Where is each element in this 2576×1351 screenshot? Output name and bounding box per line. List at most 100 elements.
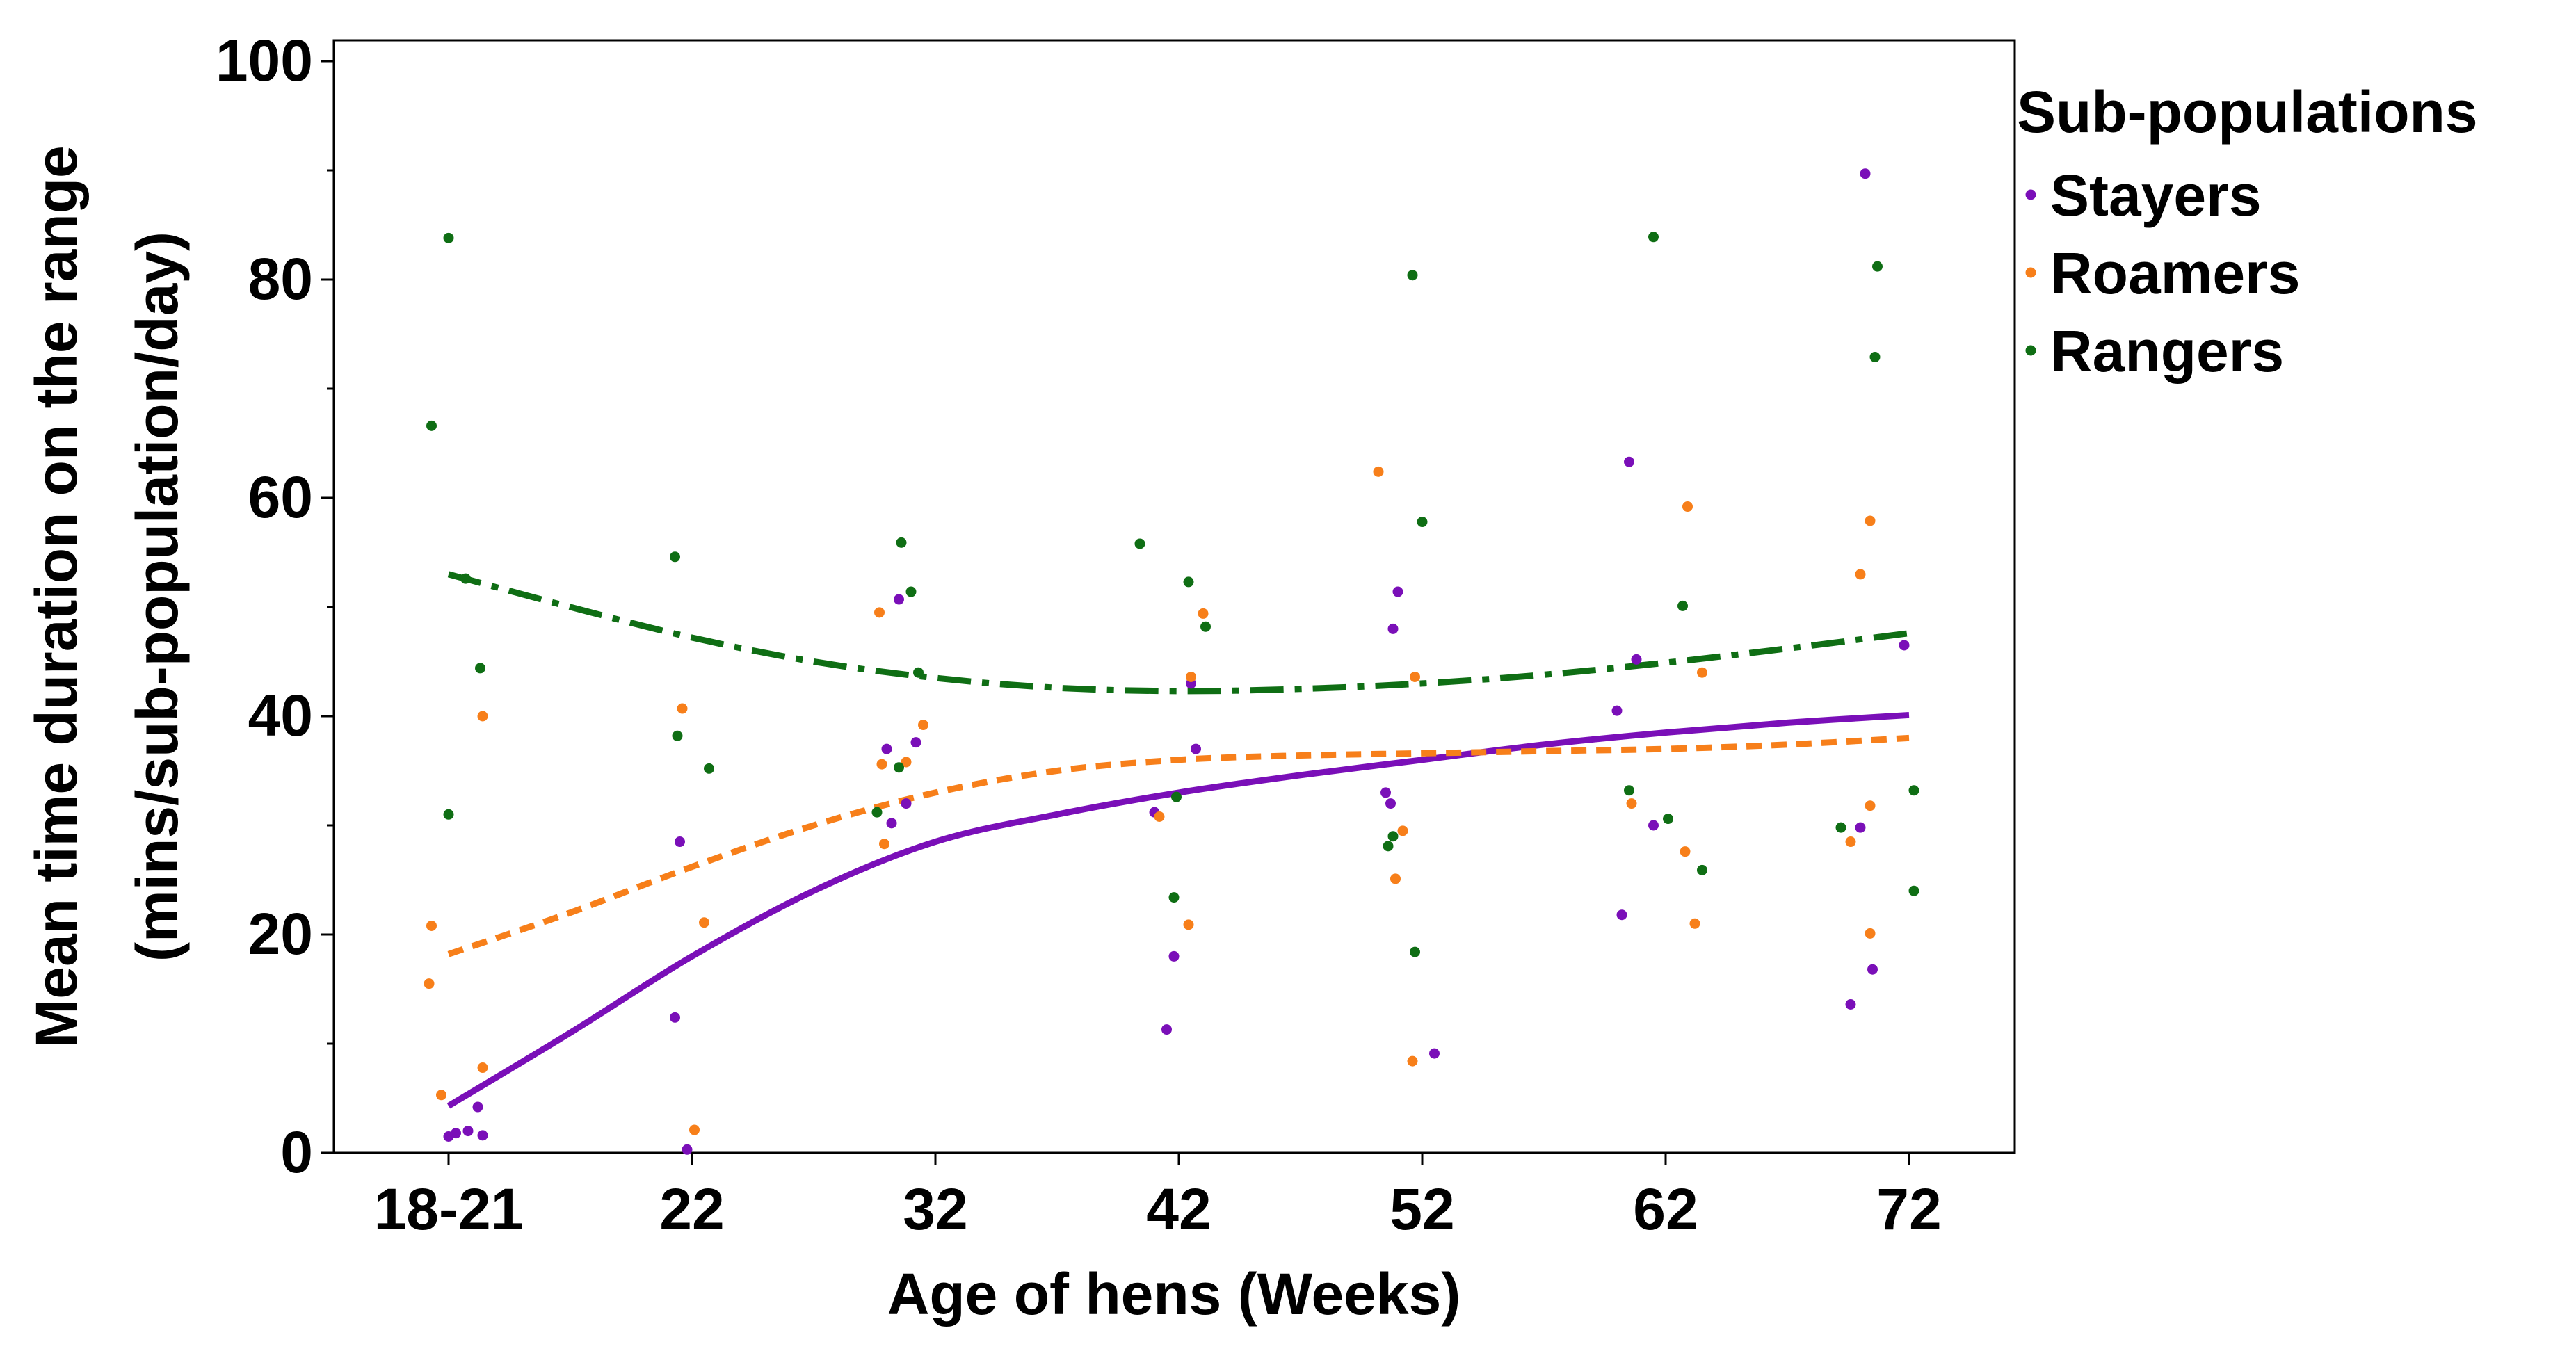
point-stayers	[1385, 798, 1396, 809]
point-rangers	[672, 730, 683, 741]
x-tick-label: 32	[903, 1176, 967, 1242]
point-stayers	[901, 798, 912, 809]
point-stayers	[670, 1012, 680, 1023]
point-rangers	[1648, 232, 1659, 243]
point-roamers	[1410, 671, 1420, 682]
point-rangers	[475, 663, 485, 674]
point-roamers	[1697, 667, 1707, 678]
legend-marker-roamers	[2025, 267, 2036, 278]
point-stayers	[1161, 1024, 1172, 1035]
x-tick-label: 22	[659, 1176, 724, 1242]
point-roamers	[1183, 919, 1194, 930]
point-roamers	[876, 759, 887, 770]
trend-lines	[446, 571, 1910, 1109]
point-rangers	[1183, 576, 1194, 588]
point-roamers	[874, 607, 885, 618]
y-tick-label: 100	[216, 28, 313, 93]
data-points	[424, 168, 1919, 1155]
point-rangers	[1872, 261, 1883, 272]
y-tick-label: 80	[248, 246, 313, 312]
point-stayers	[1899, 640, 1910, 651]
y-axis: 0 20 40 60 80 100	[216, 28, 334, 1185]
point-rangers	[460, 573, 471, 584]
point-rangers	[894, 762, 904, 773]
point-roamers	[689, 1124, 700, 1135]
x-tick-label: 72	[1876, 1176, 1941, 1242]
point-roamers	[1626, 798, 1637, 809]
point-roamers	[1865, 928, 1876, 939]
x-tick-label: 52	[1390, 1176, 1454, 1242]
point-rangers	[1134, 538, 1145, 549]
point-stayers	[472, 1101, 483, 1113]
point-roamers	[477, 1062, 488, 1074]
plot-frame	[332, 39, 2016, 1154]
y-tick-label: 60	[248, 464, 313, 530]
legend-label-rangers: Rangers	[2050, 318, 2284, 384]
point-stayers	[894, 594, 904, 605]
y-axis-title-line2: (mins/sub-population/day)	[124, 232, 190, 962]
point-rangers	[1677, 600, 1688, 611]
point-roamers	[677, 703, 688, 714]
point-roamers	[1397, 825, 1408, 836]
point-roamers	[1845, 836, 1856, 848]
point-rangers	[670, 551, 680, 563]
point-stayers	[1168, 950, 1180, 962]
point-roamers	[424, 978, 435, 989]
point-rangers	[1200, 621, 1211, 632]
point-roamers	[1390, 873, 1401, 884]
point-stayers	[1191, 743, 1201, 754]
point-stayers	[675, 836, 685, 848]
point-roamers	[1407, 1055, 1418, 1067]
point-stayers	[1392, 586, 1403, 597]
point-roamers	[1865, 800, 1876, 811]
point-rangers	[426, 420, 437, 431]
point-stayers	[1380, 787, 1391, 798]
point-stayers	[1845, 998, 1856, 1010]
x-tick-label: 18-21	[374, 1176, 524, 1242]
point-stayers	[1631, 654, 1642, 665]
point-rangers	[1417, 517, 1428, 528]
y-tick-label: 20	[248, 901, 313, 966]
point-roamers	[879, 839, 889, 850]
point-stayers	[1867, 964, 1878, 975]
point-roamers	[1373, 466, 1384, 477]
trend-line-roamers	[447, 734, 1910, 957]
y-tick-label: 40	[248, 683, 313, 748]
point-rangers	[704, 763, 714, 774]
point-stayers	[477, 1130, 488, 1141]
trend-line-rangers	[447, 571, 1910, 695]
point-stayers	[1624, 456, 1634, 467]
point-rangers	[1168, 892, 1180, 903]
legend: Sub-populations Stayers Roamers Rangers	[2017, 79, 2478, 384]
point-rangers	[1171, 791, 1182, 802]
point-roamers	[477, 711, 488, 722]
point-rangers	[1869, 351, 1881, 362]
point-stayers	[1860, 168, 1871, 179]
point-rangers	[1835, 822, 1846, 833]
point-rangers	[896, 537, 907, 548]
point-rangers	[1407, 270, 1418, 281]
point-stayers	[1611, 705, 1623, 716]
point-roamers	[436, 1090, 446, 1101]
point-roamers	[1855, 569, 1866, 580]
point-rangers	[905, 586, 917, 597]
legend-label-roamers: Roamers	[2050, 241, 2301, 306]
point-stayers	[886, 818, 897, 829]
point-stayers	[910, 737, 921, 748]
legend-label-stayers: Stayers	[2050, 163, 2262, 228]
point-stayers	[1387, 623, 1399, 634]
point-rangers	[1387, 831, 1399, 842]
point-rangers	[1908, 885, 1919, 896]
point-rangers	[443, 232, 454, 243]
point-roamers	[1682, 501, 1693, 512]
x-axis: 18-21 22 32 42 52 62 72	[374, 1153, 1942, 1242]
x-tick-label: 62	[1633, 1176, 1698, 1242]
point-stayers	[462, 1126, 474, 1137]
point-stayers	[1616, 909, 1627, 921]
point-stayers	[1429, 1048, 1440, 1059]
point-stayers	[682, 1144, 693, 1155]
point-roamers	[1680, 846, 1691, 857]
legend-marker-stayers	[2025, 189, 2036, 200]
point-roamers	[918, 720, 928, 731]
